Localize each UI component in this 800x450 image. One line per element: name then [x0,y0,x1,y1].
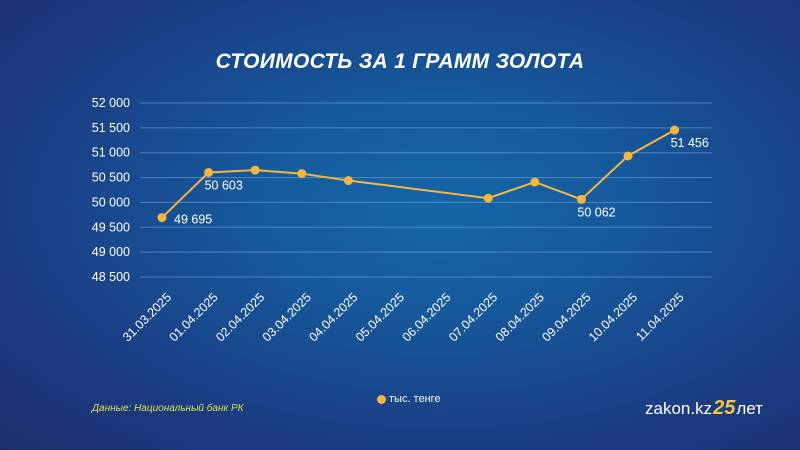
x-tick-label: 04.04.2025 [306,290,360,344]
x-tick-label: 01.04.2025 [167,290,221,344]
y-tick-label: 51 500 [92,121,130,135]
x-tick-label: 05.04.2025 [353,290,407,344]
x-tick-label: 11.04.2025 [633,290,687,344]
x-tick-label: 03.04.2025 [260,290,314,344]
data-point [623,151,633,161]
x-tick-label: 31.03.2025 [120,290,174,344]
data-label: 50 603 [205,178,243,192]
data-point [343,176,353,186]
chart-title: СТОИМОСТЬ ЗА 1 ГРАММ ЗОЛОТА [215,50,585,73]
x-tick-label: 09.04.2025 [539,290,593,344]
x-tick-label: 07.04.2025 [446,290,500,344]
data-point [670,125,680,135]
data-source: Данные: Национальный банк РК [92,403,244,414]
data-point [576,194,586,204]
y-tick-label: 50 000 [92,195,130,209]
y-tick-label: 51 000 [92,146,130,160]
data-point [250,165,260,175]
y-tick-label: 49 000 [92,245,130,259]
y-tick-label: 50 500 [92,171,130,185]
y-tick-label: 49 500 [92,220,130,234]
data-point [530,177,540,187]
data-label: 49 695 [174,213,212,227]
logo-suffix: лет [736,398,763,418]
x-tick-label: 08.04.2025 [493,290,547,344]
data-point [157,213,167,223]
data-label: 50 062 [577,205,615,219]
logo: zakon.kz 25 лет [645,397,763,420]
data-point [483,193,493,203]
data-label: 51 456 [671,136,709,150]
data-point [297,169,307,179]
legend: тыс. тенге [377,393,441,405]
x-tick-label: 02.04.2025 [213,290,267,344]
y-tick-label: 48 500 [92,270,130,284]
x-tick-label: 06.04.2025 [400,290,454,344]
x-tick-label: 10.04.2025 [586,290,640,344]
legend-marker-icon [377,394,386,404]
data-point [204,167,214,177]
y-tick-label: 52 000 [92,96,130,110]
series-line [161,129,676,219]
legend-label: тыс. тенге [389,393,441,405]
logo-number: 25 [713,397,736,419]
logo-text: zakon.kz [645,398,713,418]
